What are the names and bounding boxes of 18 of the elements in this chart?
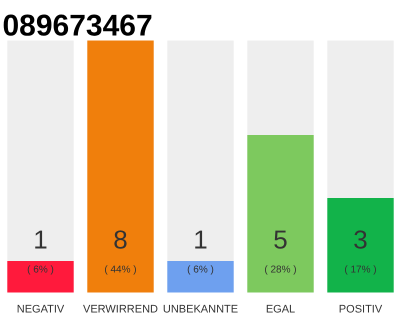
x-tick-label: UNBEKANNTE: [162, 304, 238, 316]
annotation: ( 6% ): [187, 264, 214, 276]
annotation: ( 17% ): [344, 264, 377, 276]
x-tick-label: POSITIV: [338, 304, 383, 316]
data-label: 5: [273, 224, 288, 255]
annotation: ( 44% ): [104, 264, 137, 276]
x-tick-label: NEGATIV: [16, 304, 65, 316]
bar: [167, 261, 234, 292]
data-label: 1: [193, 224, 208, 255]
data-label: 8: [113, 224, 128, 255]
annotation: ( 6% ): [27, 264, 54, 276]
data-label: 3: [353, 224, 368, 255]
x-tick-label: VERWIRREND: [83, 304, 158, 316]
x-tick-label: EGAL: [266, 304, 296, 316]
data-label: 1: [33, 224, 48, 255]
chart-title: 089673467: [2, 10, 153, 42]
annotation: ( 28% ): [264, 264, 297, 276]
bar: [7, 261, 74, 292]
